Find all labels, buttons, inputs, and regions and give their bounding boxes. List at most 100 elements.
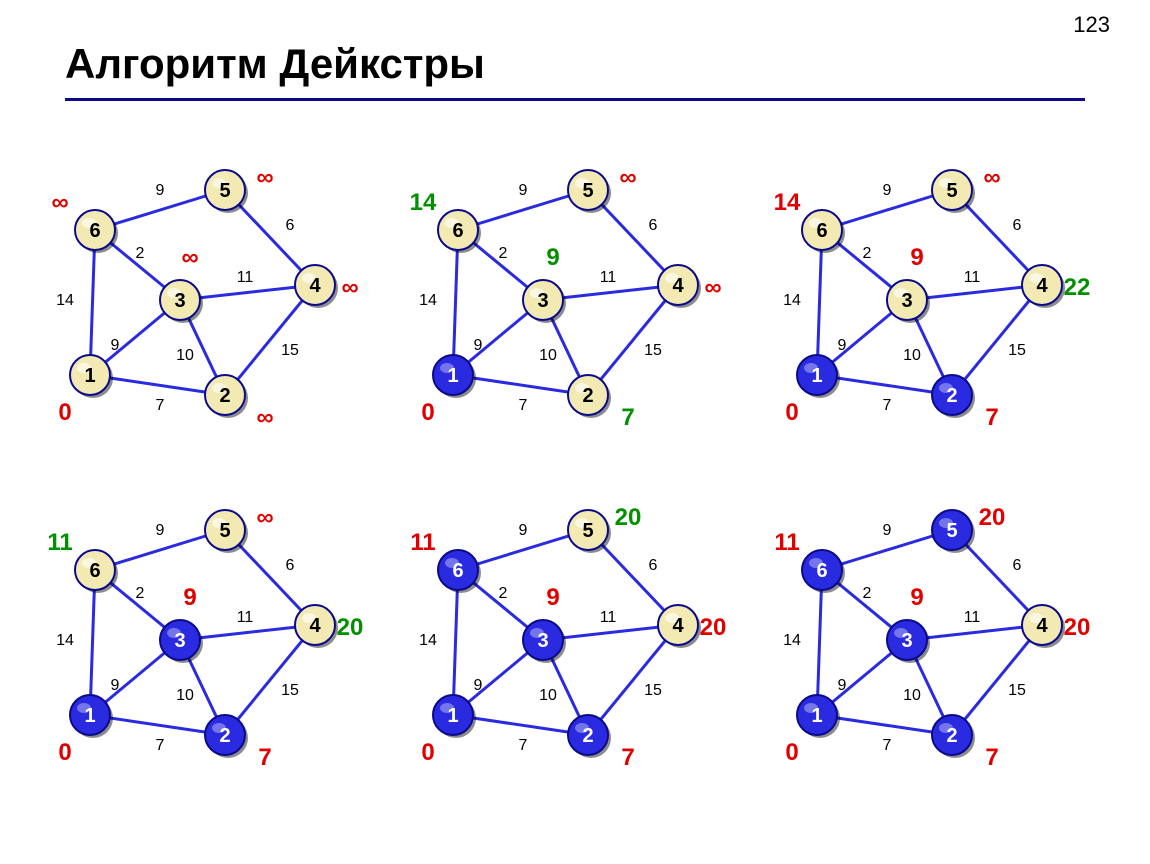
distance-label: 20 [978,504,1005,531]
distance-label: 0 [785,739,798,766]
distance-label: 20 [337,614,364,641]
graph-panel: 791410151126912345607922∞14 [757,130,1117,470]
edge-weight: 15 [1008,682,1026,699]
edge-weight: 9 [111,337,120,354]
edge-weight: 7 [519,397,528,414]
node-label: 3 [901,290,912,312]
node-label: 5 [219,520,230,542]
distance-label: 0 [422,399,435,426]
edge-weight: 10 [176,347,194,364]
distance-label: 9 [910,584,923,611]
distance-label: 20 [700,614,727,641]
edge-weight: 11 [237,269,254,286]
edge-weight: 2 [862,245,871,262]
distance-label: 20 [615,504,642,531]
distance-label: ∞ [181,244,198,271]
edge-weight: 2 [499,585,508,602]
edge [225,285,315,395]
edge [952,625,1042,735]
edge-weight: 9 [837,677,846,694]
node-label: 2 [219,385,230,407]
edge-weight: 9 [156,182,165,199]
distance-label: 9 [910,244,923,271]
edge-weight: 6 [286,557,295,574]
node-label: 4 [1036,275,1048,297]
edge [952,285,1042,395]
node-label: 4 [309,275,321,297]
node-label: 4 [673,615,685,637]
node-label: 3 [538,290,549,312]
node-label: 3 [538,630,549,652]
distance-label: 22 [1063,274,1090,301]
distance-label: 0 [422,739,435,766]
edge-weight: 9 [519,522,528,539]
node-label: 1 [448,705,459,727]
edge-weight: 6 [649,217,658,234]
node-label: 6 [453,220,464,242]
edge-weight: 7 [882,397,891,414]
edge-weight: 14 [419,292,437,309]
edge-weight: 10 [539,687,557,704]
edge-weight: 9 [882,522,891,539]
node-label: 6 [453,560,464,582]
edge-weight: 9 [837,337,846,354]
distance-label: 9 [547,244,560,271]
panels-grid: 79141015112691234560∞∞∞∞∞791410151126912… [30,130,1120,810]
edge-weight: 7 [519,737,528,754]
edge-weight: 11 [600,609,617,626]
distance-label: ∞ [51,189,68,216]
node-label: 4 [309,615,321,637]
node-label: 6 [89,560,100,582]
distance-label: ∞ [341,274,358,301]
edge [588,625,678,735]
distance-label: ∞ [705,274,722,301]
edge-weight: 2 [136,245,145,262]
edge-weight: 6 [649,557,658,574]
distance-label: 11 [411,529,436,556]
edge-weight: 14 [783,632,801,649]
edge-weight: 7 [156,397,165,414]
edge-weight: 10 [903,347,921,364]
graph-panel: 7914101511269123456079∞∞14 [393,130,753,470]
node-label: 2 [946,385,957,407]
node-label: 6 [816,560,827,582]
distance-label: 11 [774,529,799,556]
node-label: 1 [811,365,822,387]
node-label: 1 [448,365,459,387]
node-label: 6 [89,220,100,242]
edge-weight: 14 [783,292,801,309]
edge-weight: 7 [882,737,891,754]
edge-weight: 15 [281,342,299,359]
node-label: 3 [174,290,185,312]
edge-weight: 14 [419,632,437,649]
distance-label: ∞ [983,164,1000,191]
graph-panel: 7914101511269123456079202011 [757,470,1117,810]
edge-weight: 2 [862,585,871,602]
distance-label: 7 [622,404,635,431]
node-label: 1 [84,365,95,387]
edge-weight: 10 [176,687,194,704]
edge-weight: 9 [156,522,165,539]
edge-weight: 10 [903,687,921,704]
node-label: 2 [583,385,594,407]
distance-label: 20 [1063,614,1090,641]
edge-weight: 11 [237,609,254,626]
edge-weight: 15 [281,682,299,699]
distance-label: 9 [183,584,196,611]
distance-label: 0 [58,399,71,426]
node-label: 3 [174,630,185,652]
distance-label: 14 [773,189,800,216]
edge-weight: 11 [600,269,617,286]
distance-label: 7 [985,744,998,771]
node-label: 5 [946,520,957,542]
edge-weight: 11 [963,269,980,286]
distance-label: 11 [47,529,72,556]
edge-weight: 9 [519,182,528,199]
page-title: Алгоритм Дейкстры [65,40,485,88]
page-number: 123 [1073,12,1110,38]
distance-label: 7 [258,744,271,771]
edge [588,285,678,395]
graph-panel: 7914101511269123456079202011 [393,470,753,810]
node-label: 2 [946,725,957,747]
graph-panel: 79141015112691234560∞∞∞∞∞ [30,130,390,470]
